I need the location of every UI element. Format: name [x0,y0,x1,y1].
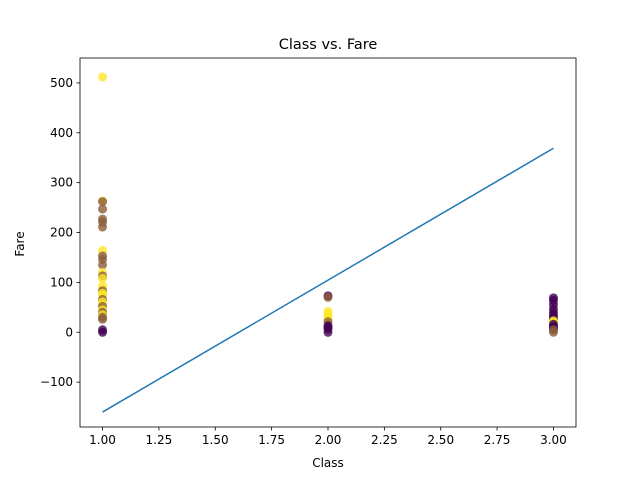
scatter-point [548,327,558,337]
scatter-point [323,292,333,302]
x-axis-label: Class [312,456,344,470]
plot-area: 1.00 1.25 1.50 1.75 2.00 2.25 2.50 2.75 3.00 −100… [40,57,577,447]
x-tick-label: 1.25 [146,433,173,447]
scatter-point [98,327,108,337]
scatter-point [98,197,108,207]
scatter-point [98,314,108,324]
scatter-point [98,273,108,283]
x-tick-label: 1.50 [202,433,229,447]
x-tick-label: 1.75 [258,433,285,447]
x-tick-label: 2.25 [371,433,398,447]
x-tick-label: 1.00 [89,433,116,447]
x-tick-label: 2.50 [427,433,454,447]
y-tick-label: 400 [50,126,73,140]
scatter-series [98,72,558,337]
scatter-point [98,260,108,270]
y-tick-label: 500 [50,76,73,90]
y-axis-label: Fare [13,231,27,256]
x-tick-label: 3.00 [540,433,567,447]
scatter-point [98,204,108,214]
scatter-point [98,222,108,232]
y-tick-label: −100 [40,375,73,389]
chart-title: Class vs. Fare [279,37,378,53]
scatter-point [98,72,108,82]
x-tick-label: 2.75 [484,433,511,447]
y-tick-label: 300 [50,176,73,190]
y-tick-label: 0 [65,325,73,339]
y-tick-label: 200 [50,226,73,240]
y-tick-label: 100 [50,275,73,289]
x-tick-label: 2.00 [315,433,342,447]
fit-line [102,147,554,413]
scatter-point [323,327,333,337]
